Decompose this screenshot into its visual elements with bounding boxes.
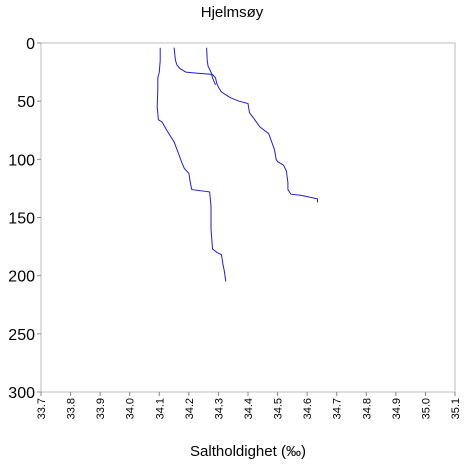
y-tick-label: 200 <box>8 269 35 286</box>
chart-title: Hjelmsøy <box>201 4 264 21</box>
x-tick-label: 34.4 <box>243 398 255 419</box>
y-tick-label: 150 <box>8 211 35 228</box>
profile-line-2 <box>173 47 318 203</box>
y-tick-label: 100 <box>8 152 35 169</box>
y-tick-label: 300 <box>8 385 35 402</box>
x-tick-label: 34.7 <box>332 398 344 419</box>
x-tick-label: 34.0 <box>125 398 137 419</box>
x-tick-label: 33.7 <box>36 398 48 419</box>
x-tick-label: 34.5 <box>273 398 285 419</box>
plot-axes <box>40 42 456 393</box>
y-tick-label: 250 <box>8 327 35 344</box>
x-tick-label: 33.9 <box>95 398 107 419</box>
x-axis-ticks: 33.7 33.8 33.9 34.0 34.1 34.2 34.3 34.4 34.5 34.6… <box>36 392 462 419</box>
x-tick-label: 35.0 <box>420 398 432 419</box>
x-tick-label: 34.8 <box>361 398 373 419</box>
x-tick-label: 34.6 <box>302 398 314 419</box>
x-tick-label: 35.1 <box>450 398 462 419</box>
series-layer <box>156 47 318 282</box>
x-tick-label: 34.9 <box>391 398 403 419</box>
x-axis-label: Saltholdighet (‰) <box>190 443 306 460</box>
x-tick-label: 34.2 <box>184 398 196 419</box>
profile-line-1 <box>156 47 227 282</box>
x-tick-label: 34.1 <box>154 398 166 419</box>
profile-line-3 <box>206 47 216 86</box>
plot-frame <box>40 42 456 393</box>
y-axis-ticks: 0 50 100 150 200 250 300 <box>8 36 41 402</box>
x-tick-label: 34.3 <box>213 398 225 419</box>
y-tick-label: 0 <box>26 36 35 53</box>
y-tick-label: 50 <box>17 94 35 111</box>
x-tick-label: 33.8 <box>66 398 78 419</box>
